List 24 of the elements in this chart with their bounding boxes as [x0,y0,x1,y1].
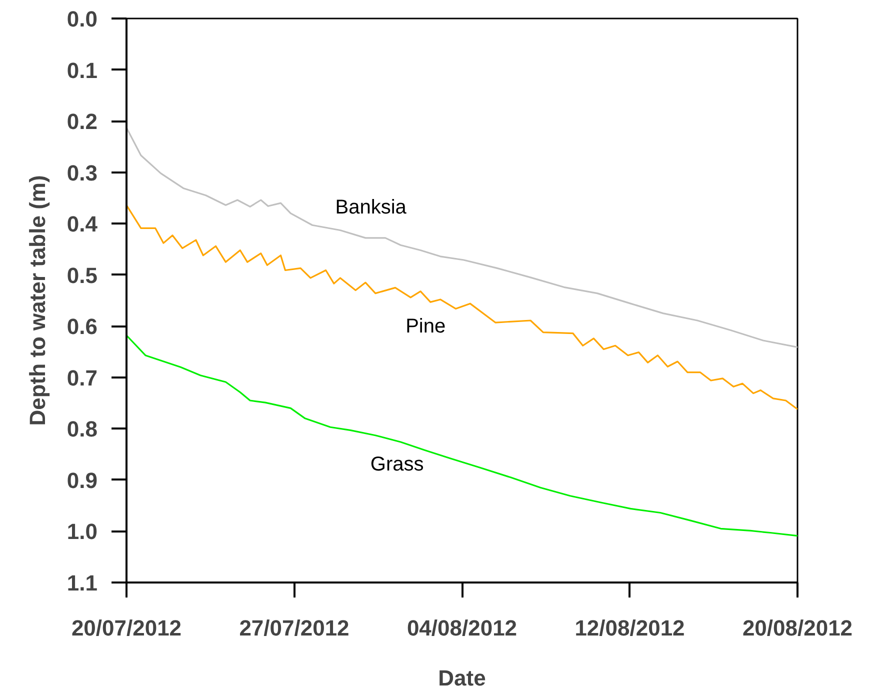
y-tick-label: 0.3 [66,160,98,186]
y-tick-label: 0.5 [66,262,98,288]
y-tick-label: 1.1 [66,570,98,596]
y-tick-label: 0.8 [66,416,98,442]
y-tick-label: 0.0 [66,6,98,32]
y-tick-label: 0.9 [66,468,98,493]
x-tick-label: 04/08/2012 [406,616,518,640]
x-axis-title: Date [438,666,486,690]
series-label: Pine [406,315,446,338]
y-tick-label: 0.6 [66,314,98,340]
y-tick-label: 0.2 [66,109,98,134]
x-tick-label: 20/07/2012 [71,616,182,640]
y-tick-label: 1.0 [66,519,98,544]
x-tick-label: 27/07/2012 [239,616,350,640]
y-tick-label: 0.7 [66,365,98,390]
x-tick-label: 12/08/2012 [574,616,685,640]
series-label: Banksia [335,196,408,218]
series-label: Grass [370,453,424,476]
y-axis-title: Depth to water table (m) [24,175,50,426]
line-series [126,334,798,537]
x-tick-label: 20/08/2012 [742,616,853,640]
y-tick-label: 0.4 [66,212,98,237]
y-tick-label: 0.1 [66,58,98,83]
line-series [126,126,798,348]
